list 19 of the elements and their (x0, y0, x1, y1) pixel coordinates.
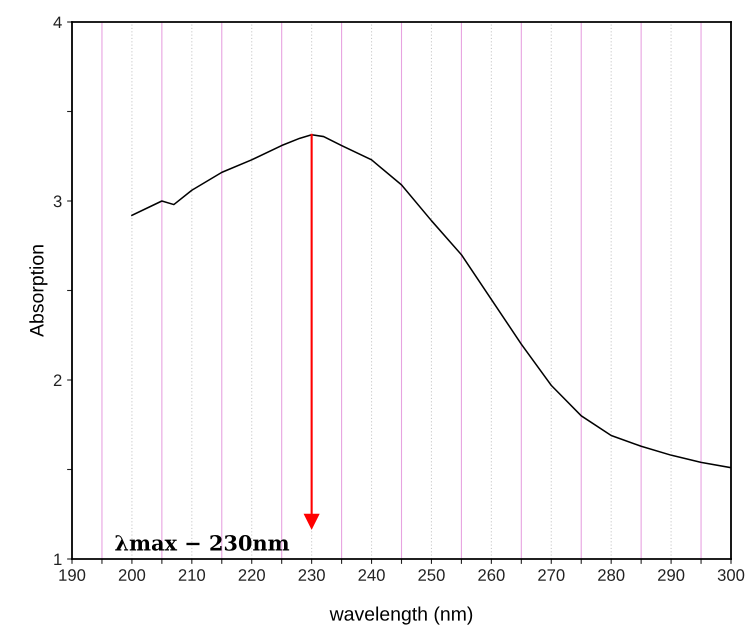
x-tick-label: 260 (478, 569, 505, 581)
x-tick-label: 230 (298, 569, 325, 581)
x-tick-label: 210 (178, 569, 206, 581)
x-tick-label: 270 (538, 569, 565, 581)
y-tick-label: 4 (53, 16, 62, 28)
x-tick-label: 240 (358, 569, 385, 581)
x-tick-label: 190 (59, 569, 86, 581)
y-tick-label: 2 (54, 374, 62, 386)
y-tick-label: 1 (54, 554, 62, 566)
y-axis-title: Absorption (29, 245, 48, 337)
y-tick-label: 3 (54, 195, 62, 208)
x-tick-label: 250 (418, 569, 445, 581)
x-tick-label: 280 (598, 569, 624, 581)
x-axis-title: wavelength (nm) (330, 606, 472, 625)
ref-line-label: λmax − 230nm (115, 535, 290, 551)
x-tick-label: 290 (658, 569, 684, 581)
x-tick-label: 200 (118, 569, 146, 581)
x-tick-label: 220 (238, 569, 265, 581)
x-tick-label: 300 (718, 569, 744, 581)
